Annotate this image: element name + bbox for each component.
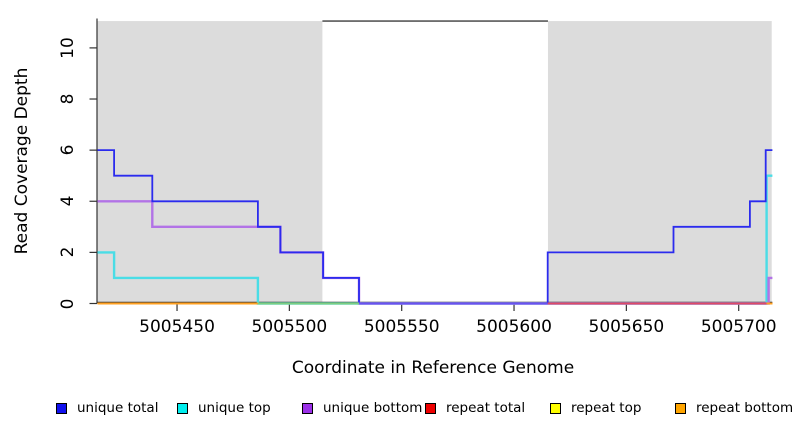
x-tick-label: 5005700 xyxy=(700,317,777,337)
x-axis-title: Coordinate in Reference Genome xyxy=(291,358,575,378)
x-tick-label: 5005500 xyxy=(251,317,328,337)
left-gray-region xyxy=(97,21,323,304)
legend-label: repeat total xyxy=(446,400,526,416)
unique-bottom-swatch-icon xyxy=(302,402,313,414)
legend-item-repeat-bottom: repeat bottom xyxy=(675,400,792,416)
x-tick-label: 5005550 xyxy=(363,317,440,337)
unique-top-swatch-icon xyxy=(177,402,188,414)
y-tick-label: 0 xyxy=(58,298,78,309)
x-tick-label: 5005650 xyxy=(588,317,665,337)
y-tick-label: 2 xyxy=(58,246,78,258)
repeat-top-swatch-icon xyxy=(550,402,561,414)
repeat-total-swatch-icon xyxy=(425,402,436,414)
series-line-unique-total xyxy=(97,149,773,305)
legend-item-repeat-total: repeat total xyxy=(425,400,525,416)
legend-item-unique-bottom: unique bottom xyxy=(302,400,422,416)
y-tick-label: 8 xyxy=(58,93,78,105)
legend-item-unique-top: unique top xyxy=(177,400,271,416)
x-tick-label: 5005600 xyxy=(476,317,552,337)
y-tick-label: 6 xyxy=(58,144,78,156)
legend-item-unique-total: unique total xyxy=(56,400,158,416)
right-gray-region xyxy=(547,21,772,304)
x-tick-label: 5005450 xyxy=(139,317,215,337)
unique-total-swatch-icon xyxy=(56,402,67,414)
repeat-bottom-swatch-icon xyxy=(675,402,686,414)
legend-label: repeat bottom xyxy=(696,400,792,416)
legend-label: unique bottom xyxy=(323,400,423,416)
legend-label: repeat top xyxy=(571,400,642,416)
y-axis-title: Read Coverage Depth xyxy=(12,67,32,255)
legend-label: unique total xyxy=(77,400,159,416)
y-tick-label: 10 xyxy=(58,37,78,59)
y-tick-label: 4 xyxy=(58,195,78,207)
legend-label: unique top xyxy=(198,400,271,416)
legend-item-repeat-top: repeat top xyxy=(550,400,641,416)
